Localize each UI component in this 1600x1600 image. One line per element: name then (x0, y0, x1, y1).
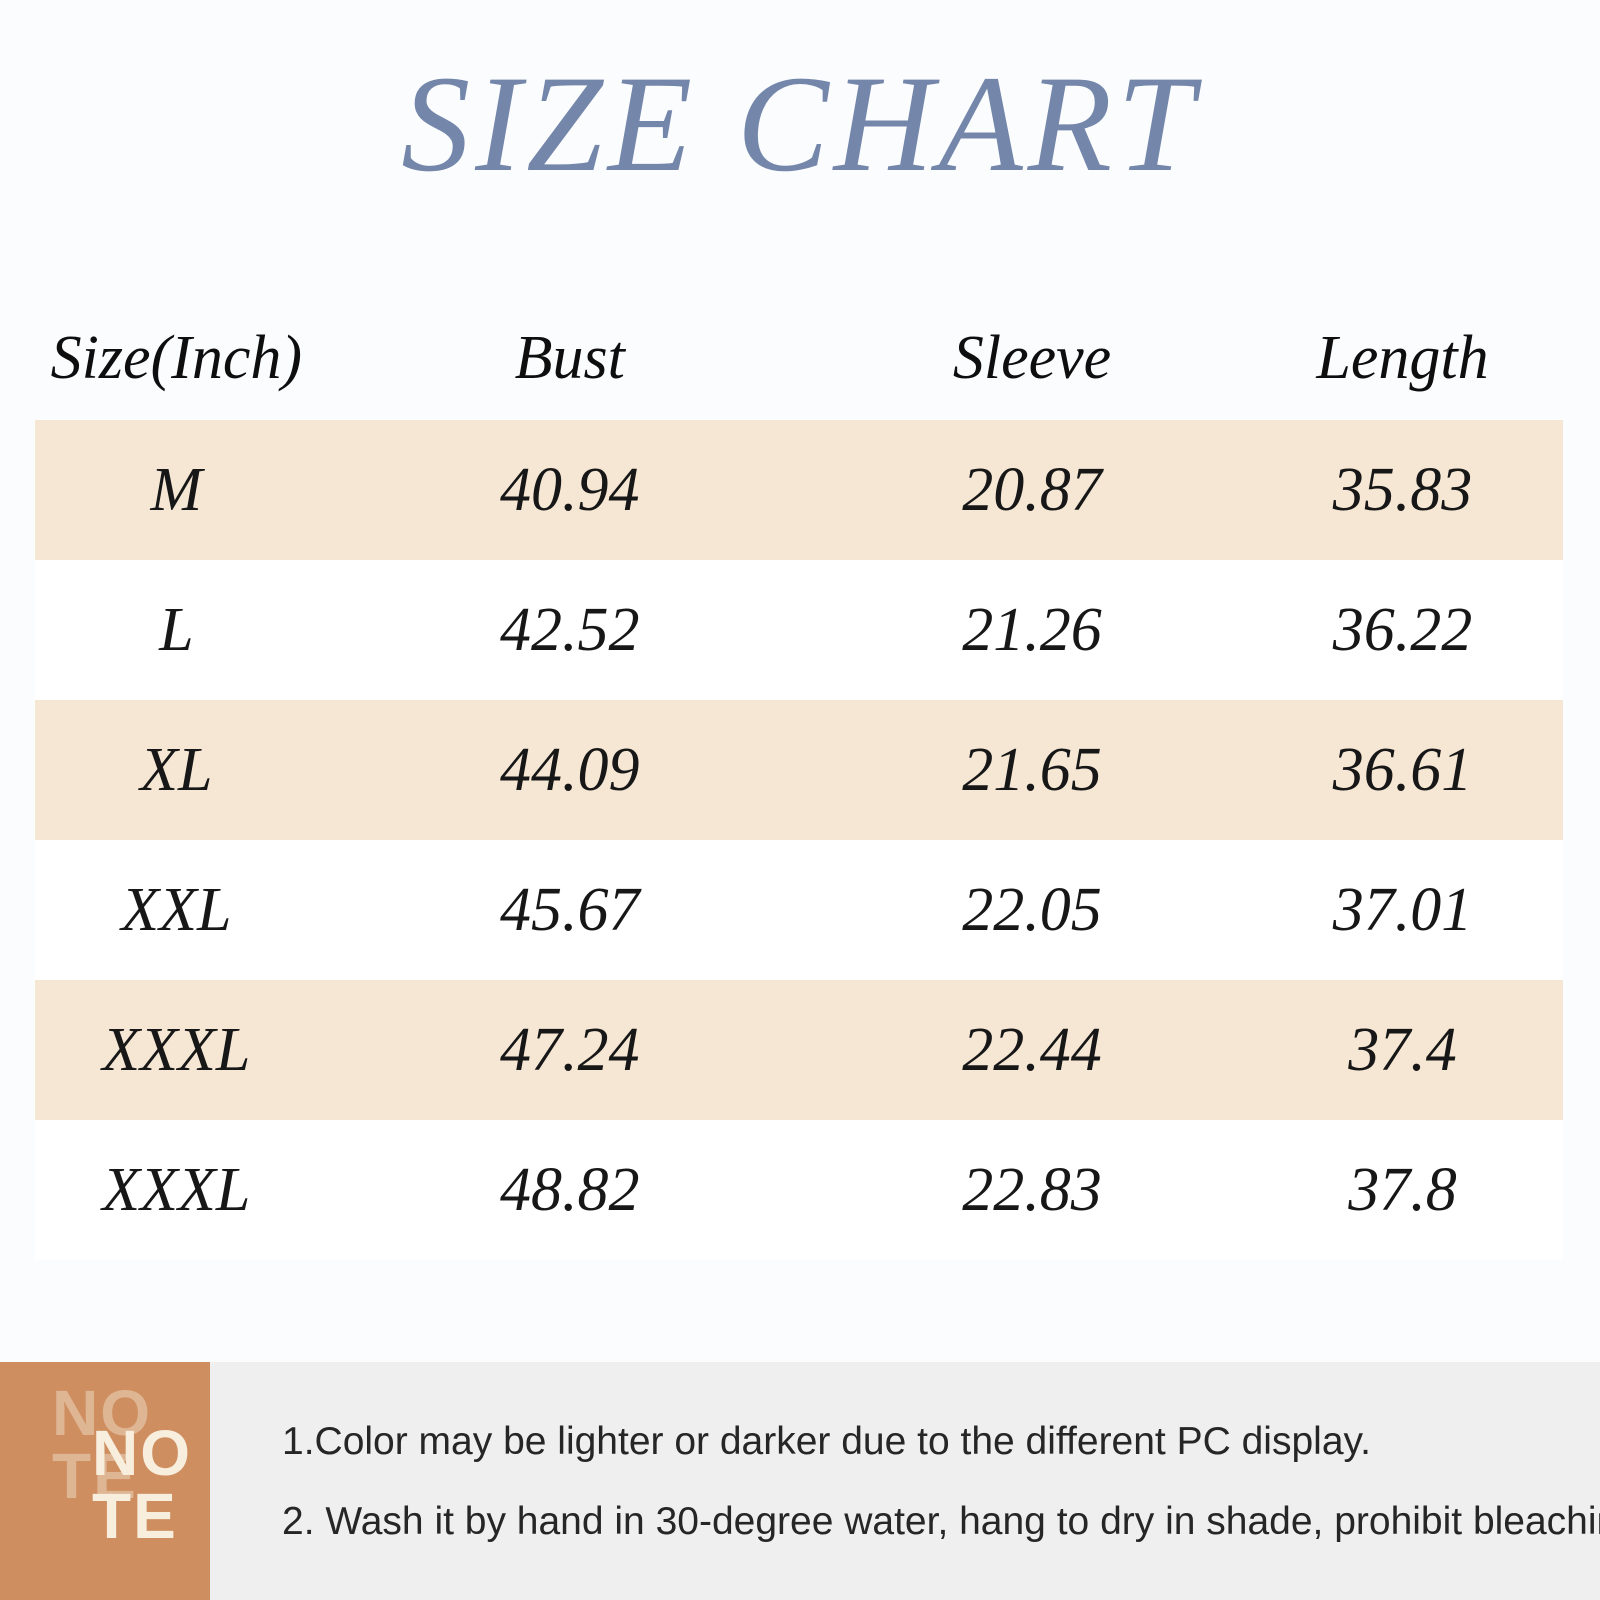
note-badge-ghost-text: NO TE (52, 1377, 152, 1512)
table-row: L 42.52 21.26 36.22 (35, 560, 1563, 700)
column-header-length: Length (1316, 323, 1489, 392)
size-cell: XL (140, 735, 213, 804)
table-header-row: Size(Inch) Bust Sleeve Length (35, 296, 1563, 420)
size-cell: XXXL (102, 1015, 251, 1084)
bust-cell: 40.94 (500, 455, 640, 524)
page-title: SIZE CHART (401, 47, 1199, 200)
table-row: XXL 45.67 22.05 37.01 (35, 840, 1563, 980)
sleeve-cell: 21.65 (962, 735, 1102, 804)
length-cell: 36.61 (1332, 735, 1473, 804)
length-cell: 37.8 (1348, 1155, 1457, 1224)
column-header-bust: Bust (514, 323, 625, 392)
table-row: XXXL 48.82 22.83 37.8 (35, 1120, 1563, 1260)
note-line-1: 1.Color may be lighter or darker due to … (282, 1420, 1371, 1463)
sleeve-cell: 22.44 (962, 1015, 1102, 1084)
length-cell: 35.83 (1332, 455, 1473, 524)
table-row: M 40.94 20.87 35.83 (35, 420, 1563, 560)
length-cell: 37.01 (1332, 875, 1473, 944)
note-badge-text: NO TE (92, 1417, 192, 1552)
bust-cell: 48.82 (500, 1155, 640, 1224)
sleeve-cell: 20.87 (962, 455, 1102, 524)
note-line-2: 2. Wash it by hand in 30-degree water, h… (282, 1500, 1600, 1543)
sleeve-cell: 22.05 (962, 875, 1102, 944)
length-cell: 37.4 (1348, 1015, 1457, 1084)
size-cell: XXL (121, 875, 232, 944)
size-cell: L (159, 595, 194, 664)
size-cell: M (150, 455, 203, 524)
sleeve-cell: 22.83 (962, 1155, 1102, 1224)
column-header-sleeve: Sleeve (952, 323, 1112, 392)
note-body: 1.Color may be lighter or darker due to … (210, 1362, 1600, 1600)
column-header-size: Size(Inch) (50, 323, 302, 392)
bust-cell: 44.09 (500, 735, 640, 804)
sleeve-cell: 21.26 (962, 595, 1102, 664)
length-cell: 36.22 (1332, 595, 1473, 664)
note-section: NO TE NO TE 1.Color may be lighter or da… (0, 1362, 1600, 1600)
note-badge: NO TE NO TE (0, 1362, 210, 1600)
table-row: XXXL 47.24 22.44 37.4 (35, 980, 1563, 1120)
bust-cell: 42.52 (500, 595, 640, 664)
table-row: XL 44.09 21.65 36.61 (35, 700, 1563, 840)
bust-cell: 45.67 (500, 875, 640, 944)
size-table: Size(Inch) Bust Sleeve Length M 40.94 20… (35, 296, 1563, 1260)
size-cell: XXXL (102, 1155, 251, 1224)
bust-cell: 47.24 (500, 1015, 640, 1084)
